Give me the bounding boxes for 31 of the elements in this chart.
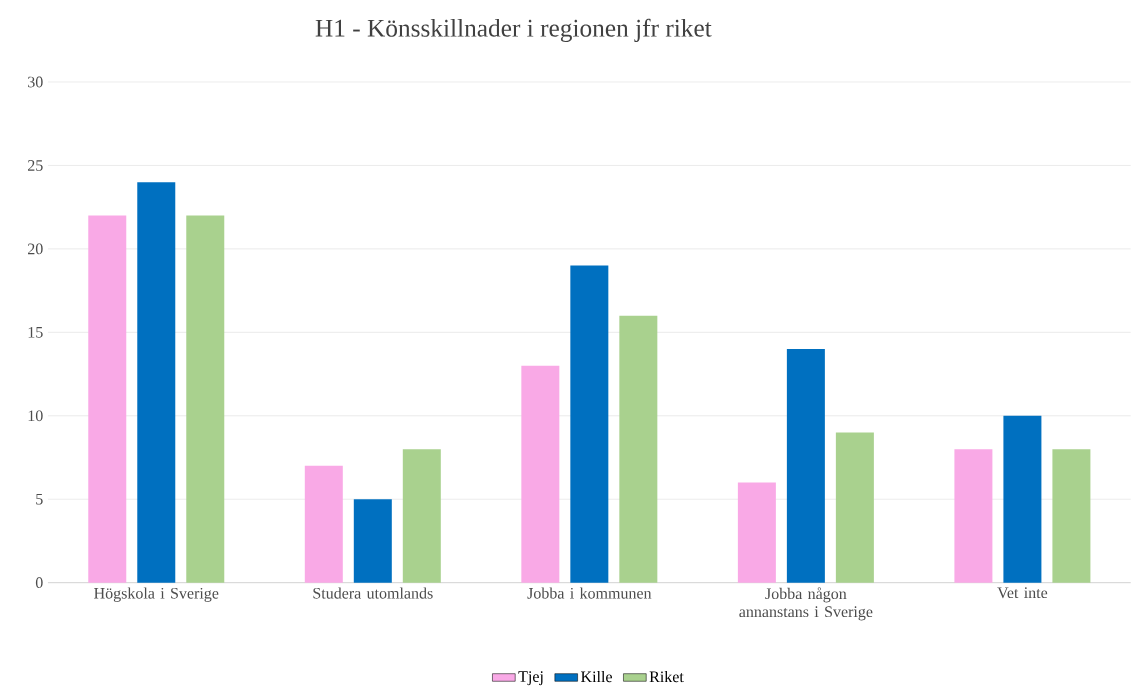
bar bbox=[1003, 415, 1042, 583]
bar bbox=[353, 499, 392, 583]
y-tick-label: 25 bbox=[28, 160, 43, 171]
bar bbox=[186, 215, 225, 583]
x-tick-label: Vet inte bbox=[997, 587, 1048, 599]
legend-label: Tjej bbox=[518, 671, 543, 686]
bar bbox=[304, 465, 343, 583]
bar bbox=[619, 315, 658, 583]
bar bbox=[521, 365, 560, 583]
x-tick-label: Jobba någon annanstans i Sverige bbox=[739, 587, 873, 621]
x-tick-label: Jobba i kommunen bbox=[527, 587, 652, 599]
bar bbox=[570, 265, 609, 583]
bar bbox=[786, 349, 825, 583]
bar bbox=[137, 182, 176, 583]
bar bbox=[402, 449, 441, 583]
y-tick-label: 15 bbox=[28, 326, 43, 338]
bar bbox=[88, 215, 127, 583]
bar bbox=[1052, 449, 1091, 583]
legend-label: Kille bbox=[581, 670, 612, 683]
legend-label: Riket bbox=[649, 670, 684, 683]
bar bbox=[954, 449, 993, 583]
bar bbox=[835, 432, 874, 583]
bar bbox=[737, 482, 776, 583]
y-tick-label: 10 bbox=[28, 410, 43, 422]
y-tick-label: 0 bbox=[35, 577, 43, 589]
y-tick-label: 5 bbox=[36, 493, 43, 505]
chart-title: H1 - Könsskillnader i regionen jfr riket bbox=[315, 18, 712, 42]
y-tick-label: 30 bbox=[28, 76, 43, 88]
x-tick-label: Studera utomlands bbox=[313, 587, 433, 599]
x-tick-label: Högskola i Sverige bbox=[94, 587, 219, 602]
y-tick-label: 20 bbox=[28, 243, 43, 255]
